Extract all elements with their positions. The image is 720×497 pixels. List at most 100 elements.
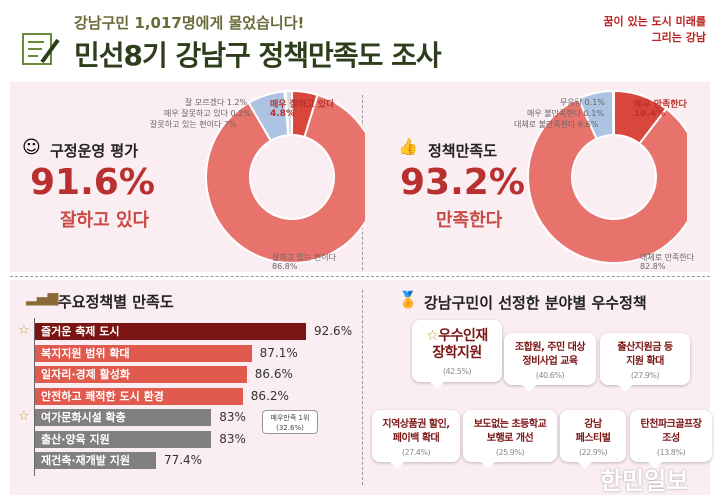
bar-category-label: 안전하고 쾌적한 도시 환경 — [41, 389, 164, 403]
slice-value: 10.4% — [634, 109, 666, 119]
headline-sub: 만족한다 — [436, 210, 503, 231]
slice-legend: 잘 모르겠다 1.2% — [185, 97, 247, 108]
slice-legend: 대체로 불만족한다 6.6% — [514, 119, 598, 130]
slice-legend: 매우 잘못하고 있다 0.2% — [164, 108, 251, 119]
bar-value-label: 92.6% — [313, 324, 353, 338]
policy-percent: (27.9%) — [630, 371, 660, 380]
bar-category-label: 복지지원 범위 확대 — [41, 346, 130, 360]
smile-icon: ☺ — [22, 137, 41, 158]
donut-slice — [284, 89, 293, 137]
bar-category-label: 즐거운 축제 도시 — [41, 325, 120, 338]
bar: 일자리·경제 활성화 — [35, 366, 247, 383]
slice-label: 매우 만족한다 — [634, 100, 687, 110]
slice-label: 잘하고 있는 편이다 — [272, 253, 336, 262]
headline-sub: 잘하고 있다 — [60, 210, 150, 231]
slice-legend: 매우 불만족한다 0.1% — [527, 108, 604, 119]
slice-value: 0.2% — [230, 109, 251, 118]
policy-name: 보행로 개선 — [486, 433, 534, 444]
bar-value-label: 86.6% — [254, 367, 293, 381]
slice-label: 매우 잘못하고 있다 — [164, 109, 228, 118]
slice-value: 6.6% — [577, 120, 599, 129]
star-icon: ☆ — [426, 328, 439, 344]
donut-slice — [612, 89, 615, 137]
donut-chart-2 — [527, 89, 687, 264]
slice-label: 매우 잘하고 있다 — [270, 100, 335, 110]
bar-value-label: 87.1% — [259, 345, 298, 360]
policy-name: 페스티벌 — [575, 433, 611, 444]
policy-name: 조합원, 주민 대상 — [514, 342, 586, 353]
policy-name: 지역상품권 할인, — [382, 419, 450, 430]
policy-name: 보도없는 초등학교 — [473, 419, 547, 430]
star-icon: ☆ — [18, 323, 30, 338]
divider — [10, 276, 710, 277]
slice-value: 7% — [223, 120, 237, 129]
bar-chart-icon: ▂▄▆ — [26, 290, 59, 306]
slice-legend: 무응답 0.1% — [560, 97, 605, 108]
policy-name: 지원 확대 — [626, 356, 664, 367]
divider — [362, 290, 363, 485]
bar-value-label: 77.4% — [163, 453, 203, 467]
best-policy-item: ☆우수인재 장학지원 (42.5%) — [412, 320, 502, 389]
slice-label: 대체로 만족한다 — [640, 253, 695, 262]
policy-name: 탄천파크골프장 — [640, 419, 702, 430]
bar-category-label: 일자리·경제 활성화 — [41, 368, 130, 381]
bar: 여가문화시설 확충 — [35, 409, 212, 426]
headline-percent: 93.2% — [400, 162, 525, 203]
slice-value: 1.2% — [226, 98, 248, 107]
slice-label: 무응답 — [560, 98, 583, 107]
headline-percent: 91.6% — [30, 162, 155, 203]
policy-name: 우수인재 — [438, 328, 488, 344]
annotation-text: 매우만족 1위 — [270, 414, 310, 422]
donut-slice — [205, 93, 365, 264]
slice-value: 82.8% — [640, 262, 666, 271]
section-title: 강남구민이 선정한 분야별 우수정책 — [424, 294, 647, 312]
slice-label: 대체로 불만족한다 — [514, 120, 576, 129]
section-title: 구정운영 평가 — [50, 142, 139, 160]
policy-percent: (13.8%) — [656, 448, 686, 457]
bar-value-label: 83% — [219, 431, 246, 446]
slice-value: 86.8% — [272, 262, 298, 271]
slice-value: 0.1% — [583, 109, 604, 118]
policy-name: 조성 — [662, 433, 680, 444]
bar: 재건축·재개발 지원 — [35, 452, 156, 469]
bar-category-label: 출산·양육 지원 — [41, 432, 110, 446]
section-title: 주요정책별 만족도 — [58, 293, 174, 311]
policy-percent: (22.9%) — [578, 448, 608, 457]
bar: 출산·양육 지원 — [35, 430, 212, 448]
policy-name: 정비사업 교육 — [522, 356, 578, 367]
gangnam-logo: 꿈이 있는 도시 미래를 그리는 강남 — [603, 15, 706, 44]
bar: 안전하고 쾌적한 도시 환경 — [35, 387, 243, 405]
donut-slice — [527, 97, 687, 264]
slice-value: 4.8% — [270, 109, 295, 119]
annotation-callout: 매우만족 1위 (32.6%) — [262, 410, 318, 434]
donut-chart-1 — [205, 89, 365, 264]
policy-percent: (25.9%) — [495, 448, 525, 457]
survey-subtitle: 강남구민 1,017명에게 물었습니다! — [74, 14, 305, 32]
bar: 복지지원 범위 확대 — [35, 344, 252, 362]
slice-value: 0.1% — [584, 98, 605, 107]
bar-axis — [34, 318, 35, 476]
section-title: 정책만족도 — [428, 142, 498, 160]
bar-value-label: 86.2% — [250, 388, 289, 403]
policy-name: 출산지원금 등 — [617, 342, 673, 353]
policy-percent: (42.5%) — [442, 367, 472, 376]
policy-name: 강남 — [584, 419, 602, 430]
slice-label: 잘못하고 있는 편이다 — [150, 120, 222, 129]
slice-label: 매우 불만족한다 — [527, 109, 582, 118]
annotation-text: (32.6%) — [276, 424, 304, 432]
slice-legend: 잘못하고 있는 편이다 7% — [150, 119, 237, 130]
page-title: 민선8기 강남구 정책만족도 조사 — [74, 39, 442, 72]
policy-name: 페이백 확대 — [392, 433, 440, 444]
slice-label: 잘 모르겠다 — [185, 98, 225, 107]
best-policy-item: 지역상품권 할인, 페이백 확대 (27.4%) — [372, 410, 460, 469]
star-icon: ☆ — [18, 409, 30, 424]
policy-percent: (40.6%) — [535, 371, 565, 380]
bar-category-label: 여가문화시설 확충 — [41, 411, 126, 424]
award-medal-icon: 🏅 — [398, 290, 418, 309]
policy-name: 장학지원 — [432, 345, 482, 361]
bar: 즐거운 축제 도시 — [35, 323, 306, 340]
